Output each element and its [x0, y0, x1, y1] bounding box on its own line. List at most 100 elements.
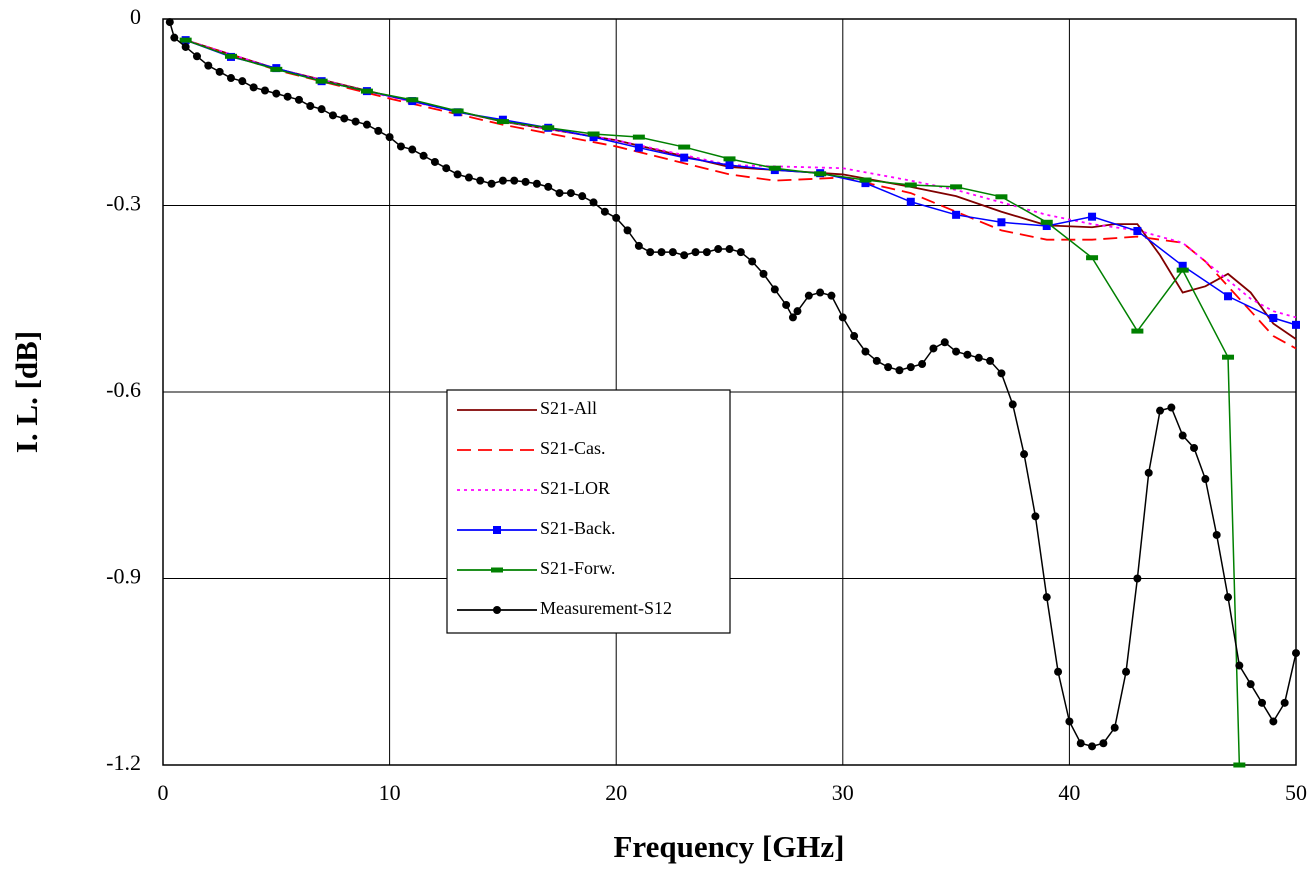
marker [816, 288, 825, 297]
marker [1201, 475, 1210, 484]
marker [997, 369, 1006, 378]
marker [1176, 267, 1189, 273]
y-axis-label: I. L. [dB] [9, 331, 44, 453]
marker [850, 332, 859, 341]
marker [782, 300, 791, 309]
marker [929, 344, 938, 353]
marker [306, 102, 315, 111]
marker [963, 350, 972, 359]
marker [906, 363, 915, 372]
marker [838, 313, 847, 322]
marker [315, 78, 328, 84]
marker [872, 356, 881, 365]
marker [1222, 354, 1235, 360]
marker [396, 142, 405, 151]
marker [974, 353, 983, 362]
x-tick-label: 10 [379, 780, 401, 805]
marker [997, 218, 1006, 227]
marker [657, 248, 666, 257]
marker [759, 269, 768, 278]
marker [1224, 292, 1233, 301]
marker [249, 83, 258, 92]
y-tick-label: -1.2 [106, 750, 141, 775]
marker [1133, 226, 1142, 235]
marker [995, 194, 1008, 200]
marker [340, 114, 349, 123]
marker [1269, 314, 1278, 323]
marker [1042, 593, 1051, 602]
marker [861, 347, 870, 356]
marker [1233, 762, 1246, 768]
marker [578, 192, 587, 201]
legend-label: S21-Forw. [540, 558, 615, 578]
marker [1292, 649, 1300, 658]
marker [678, 144, 691, 150]
marker [1086, 255, 1099, 261]
marker [453, 170, 462, 179]
marker [406, 97, 419, 103]
marker [498, 176, 507, 185]
marker [646, 248, 655, 257]
marker [952, 347, 961, 356]
marker [1088, 212, 1097, 221]
series-line [185, 39, 1297, 319]
marker [566, 189, 575, 198]
marker [521, 177, 530, 186]
legend-label: S21-Cas. [540, 438, 606, 458]
marker [1212, 530, 1221, 539]
marker [680, 251, 689, 260]
marker [859, 177, 872, 183]
marker [408, 145, 417, 154]
marker [1065, 717, 1074, 726]
x-tick-label: 20 [605, 780, 627, 805]
marker [430, 157, 439, 166]
marker [587, 131, 600, 137]
marker [493, 606, 501, 614]
marker [294, 95, 303, 104]
x-axis-label: Frequency [GHz] [613, 829, 844, 864]
marker [612, 213, 621, 222]
marker [904, 182, 917, 188]
marker [895, 366, 904, 375]
marker [691, 248, 700, 257]
marker [493, 526, 501, 534]
marker [328, 111, 337, 120]
marker [165, 18, 174, 27]
marker [442, 164, 451, 173]
marker [476, 176, 485, 185]
marker [793, 307, 802, 316]
plot-frame [162, 18, 1297, 766]
legend-label: S21-Back. [540, 518, 616, 538]
marker [1133, 574, 1142, 583]
marker [542, 125, 555, 131]
x-tick-label: 40 [1058, 780, 1080, 805]
legend-label: S21-All [540, 398, 597, 418]
marker [861, 179, 870, 188]
marker [884, 363, 893, 372]
marker [1269, 717, 1278, 726]
marker [204, 61, 213, 70]
legend-box [446, 389, 731, 634]
marker [634, 143, 643, 152]
marker [1190, 443, 1199, 452]
marker [702, 248, 711, 257]
marker [1292, 320, 1300, 329]
marker [317, 105, 326, 114]
y-tick-label: -0.3 [106, 191, 141, 216]
marker [1008, 400, 1017, 409]
marker [385, 133, 394, 142]
y-tick-label: -0.6 [106, 377, 141, 402]
marker [827, 291, 836, 300]
marker [986, 356, 995, 365]
marker [226, 74, 235, 83]
legend-label: S21-LOR [540, 478, 610, 498]
marker [1088, 742, 1097, 751]
marker [362, 120, 371, 129]
marker [192, 52, 201, 61]
marker [589, 198, 598, 207]
marker [351, 117, 360, 126]
marker [1031, 512, 1040, 521]
x-tick-label: 50 [1285, 780, 1307, 805]
marker [487, 179, 496, 188]
